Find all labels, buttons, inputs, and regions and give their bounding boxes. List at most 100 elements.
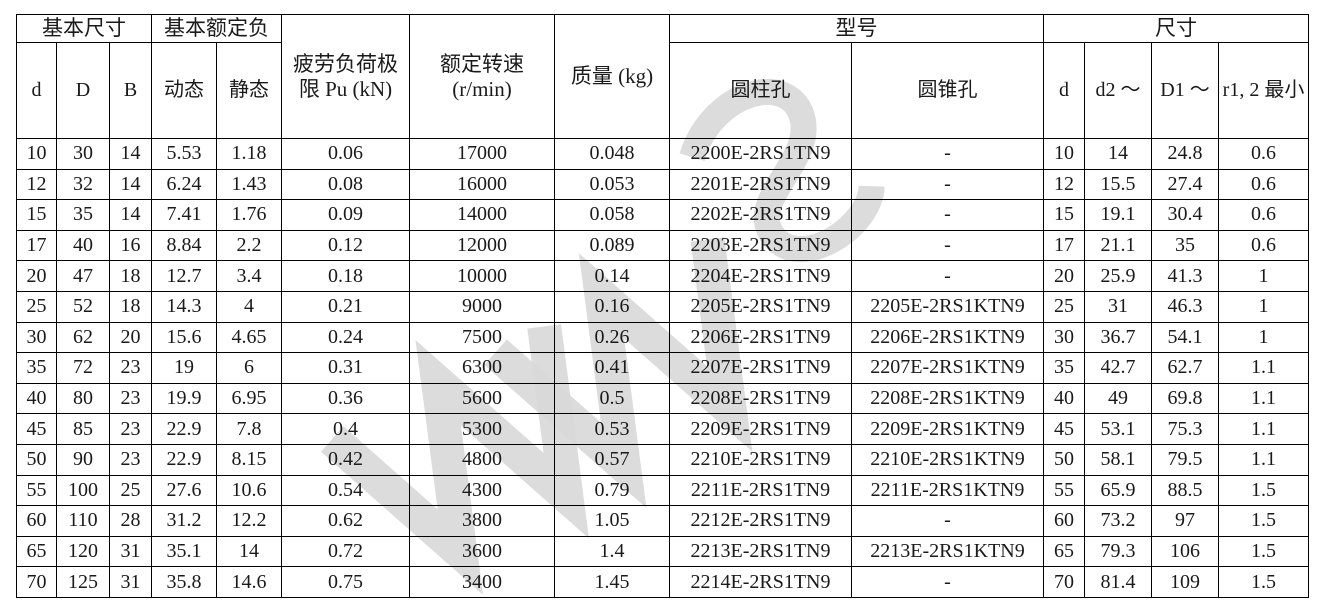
cell-dynamic: 22.9 — [151, 443, 217, 476]
cell-d2: 14 — [1084, 138, 1152, 170]
cell-model_tapered: 2213E-2RS1KTN9 — [851, 535, 1044, 568]
cell-model_cylindrical: 2208E-2RS1TN9 — [669, 382, 852, 415]
table-row: 55 100 25 27.6 10.6 0.54 4300 0.79 2211E-2RS1TN9… — [16, 474, 1309, 507]
cell-static: 2.2 — [216, 229, 282, 262]
cell-d_dim: 45 — [1043, 413, 1085, 445]
cell-model_tapered: 2208E-2RS1KTN9 — [851, 382, 1044, 415]
header-group-row: 基本尺寸 基本额定负 疲劳负荷极限 Pu (kN) 额定转速 (r/min) 质… — [16, 14, 1309, 139]
cell-static: 12.2 — [216, 505, 282, 537]
cell-dynamic: 27.6 — [151, 474, 217, 507]
cell-d: 70 — [16, 566, 57, 598]
cell-dynamic: 19.9 — [151, 382, 217, 415]
cell-D1: 79.5 — [1151, 443, 1219, 476]
cell-D1: 75.3 — [1151, 413, 1219, 445]
cell-static: 1.43 — [216, 168, 282, 201]
cell-d2: 31 — [1084, 290, 1152, 323]
cell-model_cylindrical: 2214E-2RS1TN9 — [669, 566, 852, 598]
cell-d2: 53.1 — [1084, 413, 1152, 445]
table-row: 60 110 28 31.2 12.2 0.62 3800 1.05 2212E-2RS1TN9… — [16, 505, 1309, 537]
cell-D1: 24.8 — [1151, 138, 1219, 170]
cell-model_tapered: - — [851, 505, 1044, 537]
cell-D: 30 — [56, 138, 110, 170]
cell-model_tapered: 2206E-2RS1KTN9 — [851, 321, 1044, 354]
cell-fatigue_pu: 0.21 — [281, 290, 410, 323]
table-row: 10 30 14 5.53 1.18 0.06 17000 0.048 2200E-2RS1TN… — [16, 138, 1309, 170]
cell-D1: 54.1 — [1151, 321, 1219, 354]
header-model: 型号 — [669, 14, 1044, 43]
table-row: 15 35 14 7.41 1.76 0.09 14000 0.058 2202E-2RS1TN… — [16, 199, 1309, 231]
cell-d_dim: 65 — [1043, 535, 1085, 568]
header-mass: 质量 (kg) — [554, 14, 670, 139]
header-cylindrical-bore: 圆柱孔 — [669, 42, 852, 139]
cell-d: 12 — [16, 168, 57, 201]
cell-B: 28 — [109, 505, 152, 537]
table-row: 17 40 16 8.84 2.2 0.12 12000 0.089 2203E-2RS1TN9… — [16, 229, 1309, 262]
header-basic-dimensions: 基本尺寸 — [16, 14, 152, 43]
cell-rated_speed: 5300 — [409, 413, 555, 445]
cell-mass: 0.5 — [554, 382, 670, 415]
cell-d2: 21.1 — [1084, 229, 1152, 262]
cell-rated_speed: 5600 — [409, 382, 555, 415]
cell-d_dim: 30 — [1043, 321, 1085, 354]
cell-rated_speed: 3800 — [409, 505, 555, 537]
cell-r12_min: 0.6 — [1218, 199, 1309, 231]
cell-D: 90 — [56, 443, 110, 476]
cell-rated_speed: 9000 — [409, 290, 555, 323]
cell-B: 20 — [109, 321, 152, 354]
cell-B: 23 — [109, 352, 152, 384]
cell-static: 1.18 — [216, 138, 282, 170]
cell-mass: 0.26 — [554, 321, 670, 354]
table-body: 10 30 14 5.53 1.18 0.06 17000 0.048 2200E-2RS1TN… — [16, 138, 1309, 598]
cell-model_tapered: - — [851, 138, 1044, 170]
cell-D1: 27.4 — [1151, 168, 1219, 201]
cell-d: 20 — [16, 260, 57, 292]
table-row: 65 120 31 35.1 14 0.72 3600 1.4 2213E-2RS1TN9 221… — [16, 535, 1309, 568]
cell-rated_speed: 4800 — [409, 443, 555, 476]
cell-D: 72 — [56, 352, 110, 384]
cell-static: 7.8 — [216, 413, 282, 445]
cell-model_tapered: - — [851, 229, 1044, 262]
cell-d2: 19.1 — [1084, 199, 1152, 231]
cell-model_tapered: - — [851, 199, 1044, 231]
cell-d_dim: 20 — [1043, 260, 1085, 292]
cell-fatigue_pu: 0.12 — [281, 229, 410, 262]
header-D: D — [56, 42, 110, 139]
cell-model_tapered: - — [851, 260, 1044, 292]
cell-mass: 0.048 — [554, 138, 670, 170]
header-dynamic: 动态 — [151, 42, 217, 139]
cell-r12_min: 1.1 — [1218, 443, 1309, 476]
cell-dynamic: 7.41 — [151, 199, 217, 231]
header-d-dim: d — [1043, 42, 1085, 139]
cell-fatigue_pu: 0.18 — [281, 260, 410, 292]
cell-d: 15 — [16, 199, 57, 231]
cell-fatigue_pu: 0.24 — [281, 321, 410, 354]
cell-r12_min: 1.5 — [1218, 566, 1309, 598]
cell-mass: 0.16 — [554, 290, 670, 323]
cell-d: 40 — [16, 382, 57, 415]
cell-d_dim: 35 — [1043, 352, 1085, 384]
cell-fatigue_pu: 0.62 — [281, 505, 410, 537]
cell-static: 10.6 — [216, 474, 282, 507]
bearing-spec-table: 基本尺寸 基本额定负 疲劳负荷极限 Pu (kN) 额定转速 (r/min) 质… — [16, 14, 1309, 598]
table-row: 50 90 23 22.9 8.15 0.42 4800 0.57 2210E-2RS1TN9 2… — [16, 443, 1309, 476]
cell-B: 14 — [109, 199, 152, 231]
cell-r12_min: 0.6 — [1218, 168, 1309, 201]
cell-d: 30 — [16, 321, 57, 354]
cell-d_dim: 15 — [1043, 199, 1085, 231]
cell-mass: 0.058 — [554, 199, 670, 231]
table-row: 12 32 14 6.24 1.43 0.08 16000 0.053 2201E-2RS1TN… — [16, 168, 1309, 201]
table-row: 25 52 18 14.3 4 0.21 9000 0.16 2205E-2RS1TN9 2205… — [16, 290, 1309, 323]
cell-r12_min: 0.6 — [1218, 138, 1309, 170]
cell-fatigue_pu: 0.06 — [281, 138, 410, 170]
cell-mass: 0.053 — [554, 168, 670, 201]
cell-B: 23 — [109, 413, 152, 445]
cell-D1: 30.4 — [1151, 199, 1219, 231]
cell-dynamic: 15.6 — [151, 321, 217, 354]
cell-D: 100 — [56, 474, 110, 507]
cell-mass: 1.45 — [554, 566, 670, 598]
cell-D1: 106 — [1151, 535, 1219, 568]
header-r12-min: r1, 2 最小 — [1218, 42, 1309, 139]
cell-mass: 0.57 — [554, 443, 670, 476]
cell-fatigue_pu: 0.72 — [281, 535, 410, 568]
